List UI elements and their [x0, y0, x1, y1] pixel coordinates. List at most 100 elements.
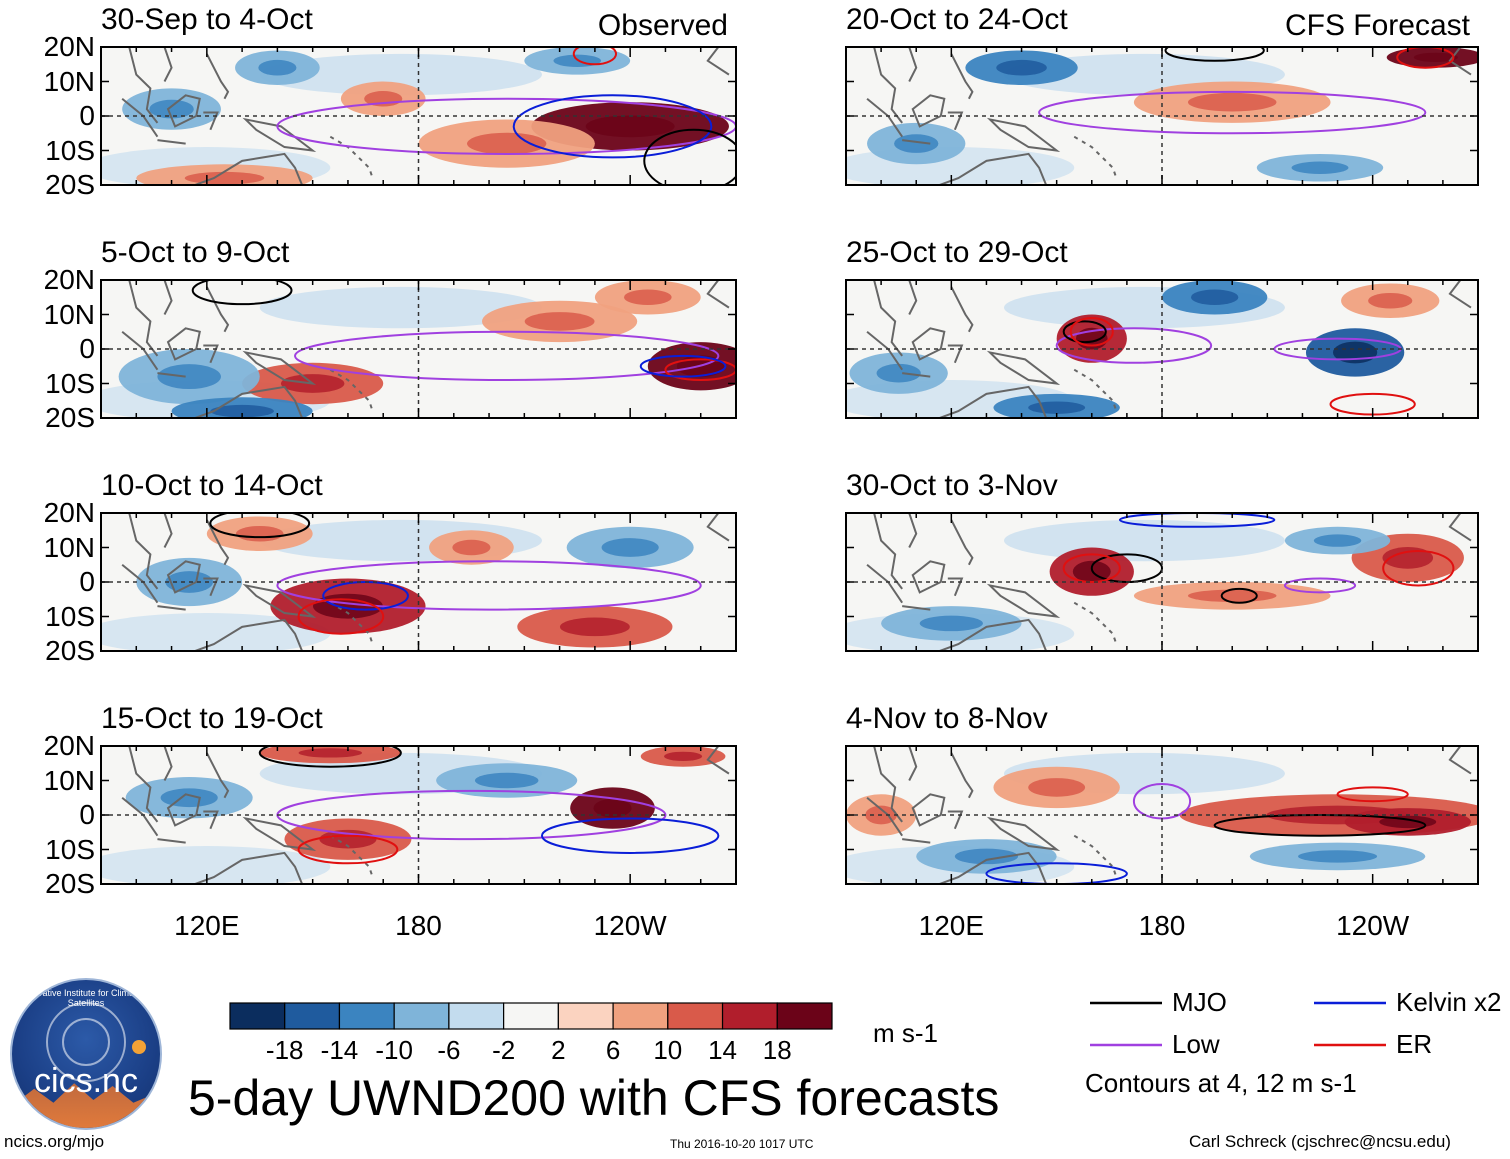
lon-tick-label: 120W [1336, 910, 1410, 941]
coastline-mexico [706, 280, 730, 309]
coastline-vietnam [163, 47, 173, 82]
colorbar-swatch [667, 1002, 724, 1030]
contour-er [1336, 786, 1409, 803]
wind-anomaly-core [996, 59, 1047, 76]
main-title: 5-day UWND200 with CFS forecasts [188, 1070, 1000, 1126]
coastline-mexico [706, 746, 730, 775]
coastline-borneo [166, 560, 201, 594]
coastline-borneo [911, 560, 946, 594]
contour-mjo [643, 128, 736, 185]
wind-anomaly-core [919, 615, 983, 632]
panel-tag: Observed [597, 9, 728, 42]
panel-6 [846, 280, 1478, 418]
coastline-java [902, 605, 931, 611]
panel-3 [101, 513, 736, 651]
coastline-philippines [205, 519, 230, 566]
coastline-new-guinea [986, 583, 1061, 618]
coastline-mexico [1448, 513, 1472, 542]
lon-tick-label: 120W [593, 910, 667, 941]
coastline-sulawesi [947, 111, 964, 131]
colorbar-swatch [721, 1002, 778, 1030]
wind-anomaly-core [623, 289, 672, 306]
lat-tick-label: 20N [43, 497, 95, 528]
wind-anomaly-core [1028, 401, 1086, 414]
coastline-borneo [911, 793, 946, 827]
sun-icon [132, 1040, 146, 1054]
lat-tick-label: 10N [43, 65, 95, 97]
contour-mjo [191, 280, 293, 306]
panel-title: 10-Oct to 14-Oct [101, 469, 323, 502]
panel-5 [846, 47, 1478, 185]
logo-text: cics.nc [34, 1062, 138, 1100]
colorbar-label: -10 [375, 1035, 413, 1065]
wind-anomaly-core [559, 617, 630, 637]
lat-tick-label: 0 [79, 799, 95, 830]
contour-low [276, 560, 702, 611]
coastline-asia [128, 280, 159, 357]
coastline-asia [873, 513, 903, 590]
author-credit: Carl Schreck (cjschrec@ncsu.edu) [1189, 1132, 1451, 1151]
panel-title: 30-Oct to 3-Nov [846, 469, 1058, 502]
panel-title: 4-Nov to 8-Nov [846, 702, 1048, 735]
colorbar-label: 10 [653, 1035, 683, 1065]
panel-title: 15-Oct to 19-Oct [101, 702, 323, 735]
contour-er [1062, 553, 1121, 584]
wind-anomaly-core [1187, 589, 1277, 603]
contour-mjo [209, 513, 311, 539]
lat-tick-label: 20S [45, 402, 95, 433]
legend-label: ER [1396, 1029, 1433, 1059]
contour-kelvin [1118, 513, 1276, 528]
coastline-java [157, 605, 186, 611]
wind-anomaly-core [258, 59, 297, 76]
wind-anomaly-core [876, 363, 921, 383]
coastline-mexico [1448, 280, 1472, 309]
coastline-sulawesi [203, 344, 219, 364]
wind-anomaly-core [1298, 850, 1378, 863]
coastline-vietnam [908, 513, 918, 548]
contour-kelvin [512, 94, 713, 159]
wind-anomaly-core [149, 99, 194, 119]
colorbar-swatch [776, 1002, 833, 1030]
coastline-mexico [706, 513, 730, 542]
colorbar-swatch [448, 1002, 505, 1030]
logo-arc-text: Cooperative Institute for Climate and Sa… [12, 988, 160, 1008]
coastline-vietnam [908, 280, 918, 315]
coastline-australia [936, 851, 1048, 884]
wind-anomaly-core [474, 772, 539, 789]
wind-anomaly-core [1190, 289, 1239, 306]
legend-label: Kelvin x2 [1396, 987, 1502, 1017]
contour-low [1038, 90, 1427, 135]
coastline-sulawesi [203, 111, 219, 131]
coastline-islands [329, 368, 374, 412]
colorbar-label: 18 [762, 1035, 792, 1065]
coastline-mexico [706, 47, 730, 76]
contour-kelvin [639, 354, 727, 378]
lat-tick-label: 0 [79, 566, 95, 597]
coastline-asia [128, 746, 159, 823]
contour-er [572, 47, 618, 66]
contour-mjo [1220, 587, 1258, 604]
contour-er [297, 834, 399, 865]
wind-anomaly-core [1368, 292, 1413, 309]
coastline-java [157, 372, 186, 378]
coastline-java [902, 372, 931, 378]
coastline-australia [192, 152, 304, 185]
contour-mjo [1164, 47, 1265, 62]
coastline-philippines [205, 286, 230, 333]
coastline-sulawesi [947, 344, 964, 364]
contour-low [1283, 577, 1357, 594]
coastline-java [902, 139, 931, 145]
lon-tick-label: 120E [174, 910, 240, 941]
wind-anomaly-core [1291, 161, 1349, 174]
contour-mjo [1062, 320, 1107, 344]
coastline-borneo [166, 94, 201, 128]
lat-tick-label: 10N [43, 764, 95, 796]
coastline-java [157, 838, 186, 844]
wind-anomaly-core [298, 748, 363, 758]
colorbar-label: 2 [551, 1035, 566, 1065]
panel-ticks [845, 46, 1479, 186]
wind-anomaly-core [1382, 546, 1434, 569]
colorbar-label: 6 [605, 1035, 621, 1065]
coastline-new-guinea [986, 350, 1061, 385]
coastline-asia [873, 47, 903, 124]
